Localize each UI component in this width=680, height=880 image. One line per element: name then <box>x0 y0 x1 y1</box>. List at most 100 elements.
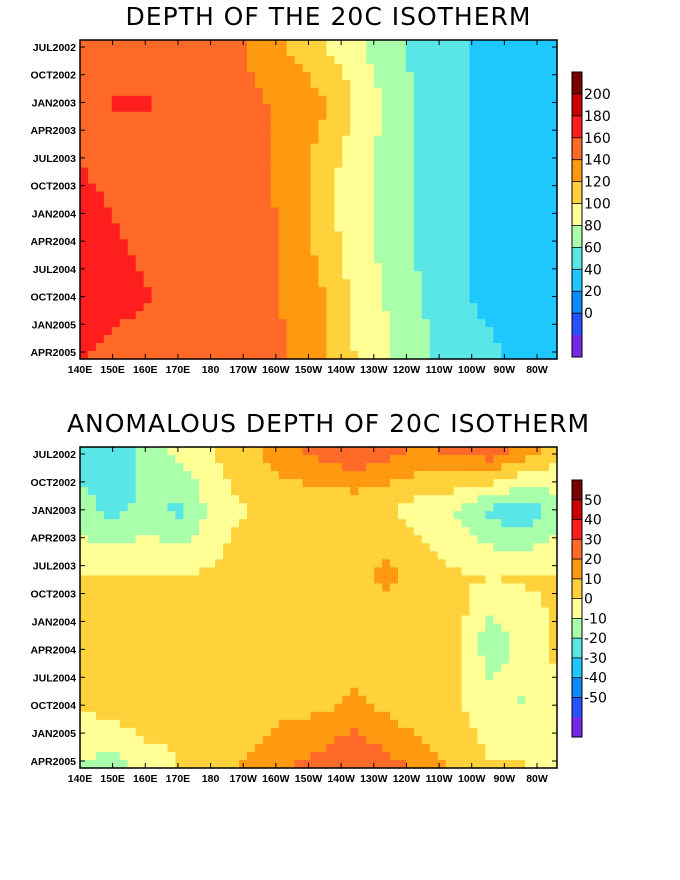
field-cell <box>501 503 510 512</box>
field-cell <box>421 263 431 272</box>
field-cell <box>119 199 129 209</box>
field-cell <box>294 151 304 161</box>
field-cell <box>405 151 415 161</box>
field-cell <box>421 231 431 240</box>
field-cell <box>151 479 161 488</box>
field-cell <box>199 79 208 89</box>
field-cell <box>87 487 97 496</box>
field-cell <box>517 319 526 328</box>
field-cell <box>254 631 264 641</box>
field-cell <box>437 167 447 177</box>
field-cell <box>493 471 502 480</box>
field-cell <box>183 40 192 49</box>
field-cell <box>358 183 367 193</box>
field-cell <box>95 519 105 528</box>
field-cell <box>143 143 153 153</box>
field-cell <box>159 543 169 552</box>
field-cell <box>477 223 487 232</box>
field-cell <box>223 119 232 129</box>
field-cell <box>366 111 375 121</box>
field-cell <box>405 495 415 504</box>
field-cell <box>127 183 137 193</box>
field-cell <box>135 311 145 320</box>
field-cell <box>239 607 248 617</box>
field-cell <box>239 583 248 593</box>
field-cell <box>421 559 431 568</box>
field-cell <box>374 143 383 153</box>
field-cell <box>143 271 153 280</box>
field-cell <box>95 199 105 209</box>
field-cell <box>127 679 137 689</box>
field-cell <box>183 631 192 641</box>
field-cell <box>366 655 375 665</box>
field-cell <box>191 727 200 737</box>
field-cell <box>358 639 367 649</box>
field-cell <box>270 583 280 593</box>
field-cell <box>405 519 415 528</box>
colorbar-swatch <box>572 93 582 117</box>
field-cell <box>183 239 192 248</box>
field-cell <box>111 639 121 649</box>
field-cell <box>246 639 256 649</box>
field-cell <box>318 351 328 360</box>
field-cell <box>239 191 248 201</box>
field-cell <box>437 111 447 121</box>
field-cell <box>374 351 383 360</box>
field-cell <box>95 127 105 137</box>
field-cell <box>199 695 208 705</box>
field-cell <box>469 335 479 344</box>
field-cell <box>286 599 296 609</box>
field-cell <box>246 655 256 665</box>
field-cell <box>119 471 129 480</box>
field-cell <box>270 559 280 568</box>
field-cell <box>493 551 502 560</box>
field-cell <box>509 143 518 153</box>
field-cell <box>437 727 447 737</box>
field-cell <box>477 695 487 705</box>
field-cell <box>549 519 558 528</box>
field-cell <box>159 63 169 73</box>
field-cell <box>429 167 439 177</box>
field-cell <box>493 55 502 65</box>
field-cell <box>533 255 542 264</box>
field-cell <box>469 319 479 328</box>
field-cell <box>477 735 487 745</box>
field-cell <box>421 319 431 328</box>
field-cell <box>334 287 343 296</box>
field-cell <box>302 40 312 49</box>
field-cell <box>477 79 487 89</box>
field-cell <box>342 671 351 681</box>
field-cell <box>477 751 487 761</box>
field-cell <box>517 647 526 657</box>
field-cell <box>405 655 415 665</box>
field-cell <box>485 191 494 201</box>
field-cell <box>461 95 471 105</box>
field-cell <box>191 47 200 57</box>
x-tick-label: 150W <box>295 364 323 376</box>
field-cell <box>239 647 248 657</box>
field-cell <box>294 71 304 81</box>
field-cell <box>310 599 320 609</box>
field-cell <box>246 703 256 713</box>
field-cell <box>525 351 534 360</box>
field-cell <box>199 655 208 665</box>
field-cell <box>461 183 471 193</box>
field-cell <box>485 55 494 65</box>
field-cell <box>191 159 200 169</box>
field-cell <box>183 271 192 280</box>
field-cell <box>175 655 184 665</box>
field-cell <box>453 247 463 256</box>
field-cell <box>191 199 200 209</box>
field-cell <box>501 207 510 217</box>
field-cell <box>461 703 471 713</box>
field-cell <box>278 607 288 617</box>
field-cell <box>501 679 510 689</box>
field-cell <box>191 607 200 617</box>
chart-panel-2: ANOMALOUS DEPTH OF 20C ISOTHERMJUL2002OC… <box>30 409 606 785</box>
field-cell <box>199 463 208 472</box>
field-cell <box>398 535 407 544</box>
field-cell <box>183 695 192 705</box>
field-cell <box>231 647 240 657</box>
field-cell <box>382 223 391 232</box>
field-cell <box>270 327 280 336</box>
